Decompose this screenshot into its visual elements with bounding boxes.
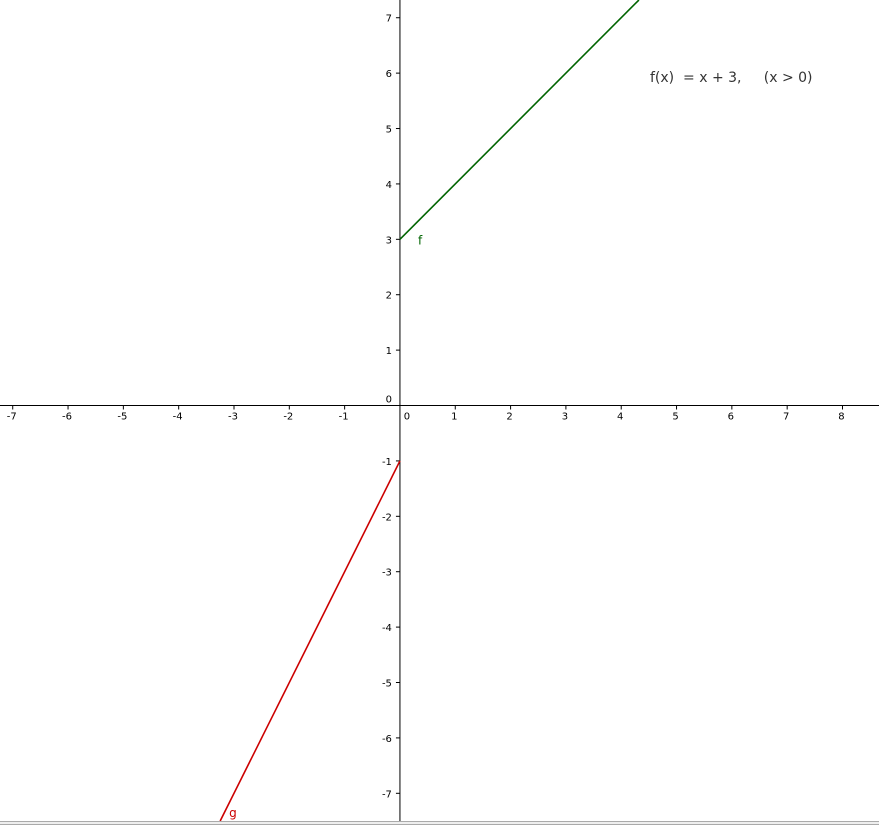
y-tick-label: 3 — [386, 235, 392, 246]
y-tick-label: -3 — [382, 568, 392, 579]
x-tick-label: 0 — [404, 412, 410, 423]
x-tick-label: -3 — [228, 412, 238, 423]
x-tick-label: -5 — [117, 412, 127, 423]
x-tick-label: 8 — [838, 412, 844, 423]
x-tick-label: 5 — [672, 412, 678, 423]
y-tick-label: -5 — [382, 679, 392, 690]
x-tick-label: 6 — [728, 412, 734, 423]
bottom-divider — [0, 821, 879, 825]
y-tick-label: 7 — [386, 14, 392, 25]
x-tick-label: -7 — [7, 412, 17, 423]
y-tick-label: -4 — [382, 623, 392, 634]
function-f-line — [399, 0, 640, 240]
function-g-label: g — [229, 806, 237, 820]
x-tick-label: -2 — [283, 412, 293, 423]
x-tick-label: 2 — [506, 412, 512, 423]
y-tick-label: 4 — [386, 180, 392, 191]
x-tick-label: -4 — [173, 412, 183, 423]
y-tick-label: -2 — [382, 512, 392, 523]
y-tick-label: -7 — [382, 789, 392, 800]
y-tick-label: 1 — [386, 346, 392, 357]
x-tick-label: 4 — [617, 412, 623, 423]
function-definition-label: f(x) = x + 3, (x > 0) — [650, 70, 813, 86]
x-tick-label: 1 — [451, 412, 457, 423]
y-tick-label: 5 — [386, 125, 392, 136]
x-tick-label: -6 — [62, 412, 72, 423]
y-tick-label: 6 — [386, 69, 392, 80]
x-tick-label: -1 — [339, 412, 349, 423]
x-tick-label: 3 — [562, 412, 568, 423]
function-g-line — [219, 460, 401, 822]
y-tick-label: -6 — [382, 734, 392, 745]
y-tick-label: 2 — [386, 291, 392, 302]
function-f-label: f — [418, 233, 423, 247]
y-tick-label: -1 — [382, 457, 392, 468]
x-tick-label: 7 — [783, 412, 789, 423]
y-tick-label: 0 — [386, 395, 392, 406]
